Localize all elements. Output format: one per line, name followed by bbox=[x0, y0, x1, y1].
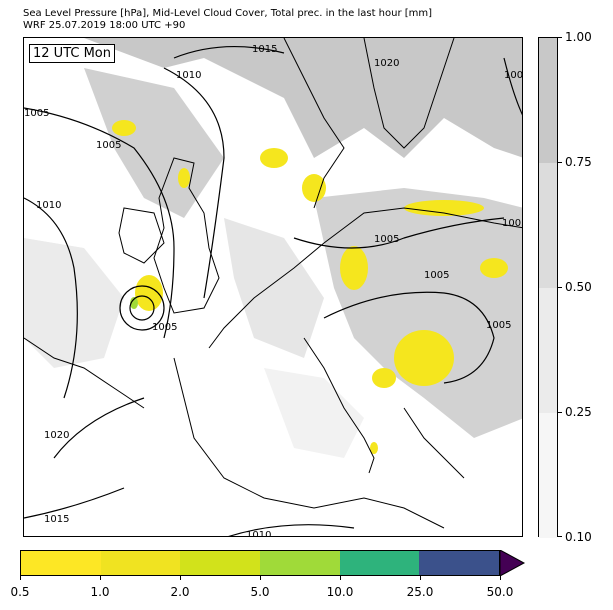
precip-seg-1 bbox=[100, 551, 181, 575]
isobar-label: 1005 bbox=[96, 140, 121, 151]
precip-tick-label: 10.0 bbox=[326, 585, 354, 599]
isobar-label: 1010 bbox=[246, 530, 271, 537]
precip-tickmark bbox=[20, 576, 21, 580]
isobar-label: 1005 bbox=[374, 234, 399, 245]
precip-seg-3 bbox=[260, 551, 340, 575]
cloud-tick-label: 0.10 bbox=[565, 530, 592, 544]
precip-tick-label: 50.0 bbox=[486, 585, 514, 599]
map-title: Sea Level Pressure [hPa], Mid-Level Clou… bbox=[23, 8, 432, 32]
isobar-labels: 1015 1010 1005 1005 1010 1005 1005 1005 … bbox=[24, 44, 523, 537]
cloud-tickmark bbox=[558, 287, 562, 288]
precip-seg-5 bbox=[419, 551, 500, 575]
cloud-seg-1 bbox=[539, 163, 557, 288]
precip-tickmark bbox=[340, 576, 341, 580]
cloud-tickmark bbox=[558, 162, 562, 163]
cloud-tickmark bbox=[558, 412, 562, 413]
precip-tick-label: 25.0 bbox=[406, 585, 434, 599]
precip-seg-0 bbox=[21, 551, 101, 575]
weather-map: 1015 1010 1005 1005 1010 1005 1005 1005 … bbox=[23, 37, 523, 537]
isobar-label: 1010 bbox=[176, 70, 201, 81]
precip-seg-4 bbox=[339, 551, 420, 575]
isobar-label: 1005 bbox=[486, 320, 511, 331]
precip-tickmark bbox=[100, 576, 101, 580]
cloud-tickmark bbox=[558, 37, 562, 38]
title-line-1: Sea Level Pressure [hPa], Mid-Level Clou… bbox=[23, 8, 433, 19]
precip-tick-label: 5.0 bbox=[250, 585, 270, 599]
isobar-label: 1005 bbox=[502, 218, 523, 229]
cloud-tickmark bbox=[558, 536, 562, 537]
precip-heavy-patch bbox=[130, 297, 138, 309]
cloud-tick-label: 1.00 bbox=[565, 30, 592, 44]
isobar-label: 1020 bbox=[44, 430, 69, 441]
cloud-tick-label: 0.50 bbox=[565, 280, 592, 294]
isobar-label: 1015 bbox=[44, 514, 69, 525]
isobar-label: 1005 bbox=[24, 108, 49, 119]
cloud-seg-2 bbox=[539, 288, 557, 413]
cloud-cover-colorbar bbox=[538, 37, 558, 538]
title-line-2: WRF 25.07.2019 18:00 UTC +90 bbox=[23, 20, 186, 31]
precip-tickmark bbox=[420, 576, 421, 580]
precip-seg-2 bbox=[180, 551, 261, 575]
isobar-label: 1010 bbox=[36, 200, 61, 211]
isobar-label: 1005 bbox=[424, 270, 449, 281]
precip-tick-label: 2.0 bbox=[170, 585, 190, 599]
isobar-label: 1005 bbox=[504, 70, 523, 81]
isobar-label: 1020 bbox=[374, 58, 399, 69]
map-canvas: 1015 1010 1005 1005 1010 1005 1005 1005 … bbox=[24, 38, 523, 537]
precip-tickmark bbox=[180, 576, 181, 580]
precip-extend-arrow bbox=[500, 550, 526, 576]
precip-tick-label: 1.0 bbox=[90, 585, 110, 599]
isobar-label: 1015 bbox=[252, 44, 277, 55]
cloud-tick-label: 0.25 bbox=[565, 405, 592, 419]
cloud-cover-layer bbox=[24, 38, 522, 458]
cloud-seg-3 bbox=[539, 413, 557, 538]
cloud-tick-label: 0.75 bbox=[565, 155, 592, 169]
isobars bbox=[24, 45, 522, 536]
precipitation-colorbar bbox=[20, 550, 500, 576]
precip-tick-label: 0.5 bbox=[10, 585, 30, 599]
cloud-seg-0 bbox=[539, 38, 557, 163]
isobar-label: 1005 bbox=[152, 322, 177, 333]
forecast-time-label: 12 UTC Mon bbox=[29, 44, 115, 63]
precipitation-layer bbox=[112, 120, 508, 454]
precip-tickmark bbox=[500, 576, 501, 580]
coastlines bbox=[24, 38, 522, 529]
precip-tickmark bbox=[260, 576, 261, 580]
